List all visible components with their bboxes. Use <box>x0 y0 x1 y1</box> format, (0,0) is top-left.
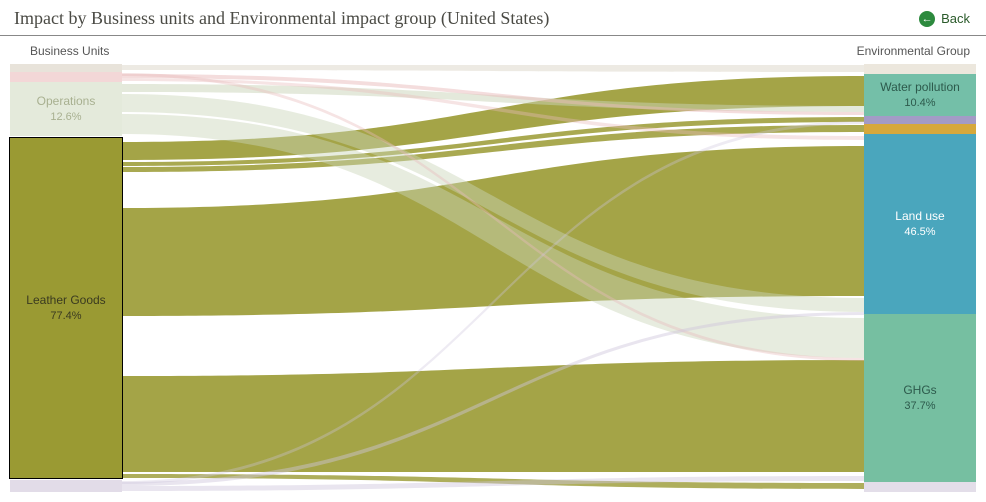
right-node-water[interactable]: Water pollution10.4% <box>864 74 976 116</box>
left-axis-label: Business Units <box>30 44 109 58</box>
node-pct: 77.4% <box>50 309 81 323</box>
back-button[interactable]: ← Back <box>919 11 970 27</box>
node-pct: 46.5% <box>904 225 935 239</box>
flow-top-a-to-r-top[interactable] <box>122 65 864 72</box>
page-title: Impact by Business units and Environment… <box>14 8 549 29</box>
left-node-bot-a[interactable] <box>10 480 122 492</box>
node-label: Leather Goods <box>26 293 105 309</box>
right-axis-label: Environmental Group <box>857 44 970 58</box>
back-arrow-icon: ← <box>919 11 935 27</box>
node-label: Land use <box>895 209 944 225</box>
back-label: Back <box>941 11 970 26</box>
node-label: Operations <box>37 94 96 110</box>
right-node-ghg[interactable]: GHGs37.7% <box>864 314 976 482</box>
left-node-top-b[interactable] <box>10 72 122 82</box>
right-node-r-thin2[interactable] <box>864 124 976 134</box>
left-node-ops[interactable]: Operations12.6% <box>10 82 122 136</box>
node-label: Water pollution <box>880 80 960 96</box>
left-node-top-a[interactable] <box>10 64 122 72</box>
sankey-chart: Operations12.6%Leather Goods77.4%Water p… <box>10 62 976 496</box>
node-label: GHGs <box>903 383 936 399</box>
left-node-leather[interactable]: Leather Goods77.4% <box>10 138 122 478</box>
node-pct: 37.7% <box>904 399 935 413</box>
node-pct: 10.4% <box>904 96 935 110</box>
flow-leather-to-ghg[interactable] <box>122 360 864 472</box>
node-pct: 12.6% <box>50 110 81 124</box>
right-node-land[interactable]: Land use46.5% <box>864 134 976 314</box>
right-node-r-thin1[interactable] <box>864 116 976 124</box>
right-node-r-bot[interactable] <box>864 482 976 492</box>
right-node-r-top[interactable] <box>864 64 976 74</box>
